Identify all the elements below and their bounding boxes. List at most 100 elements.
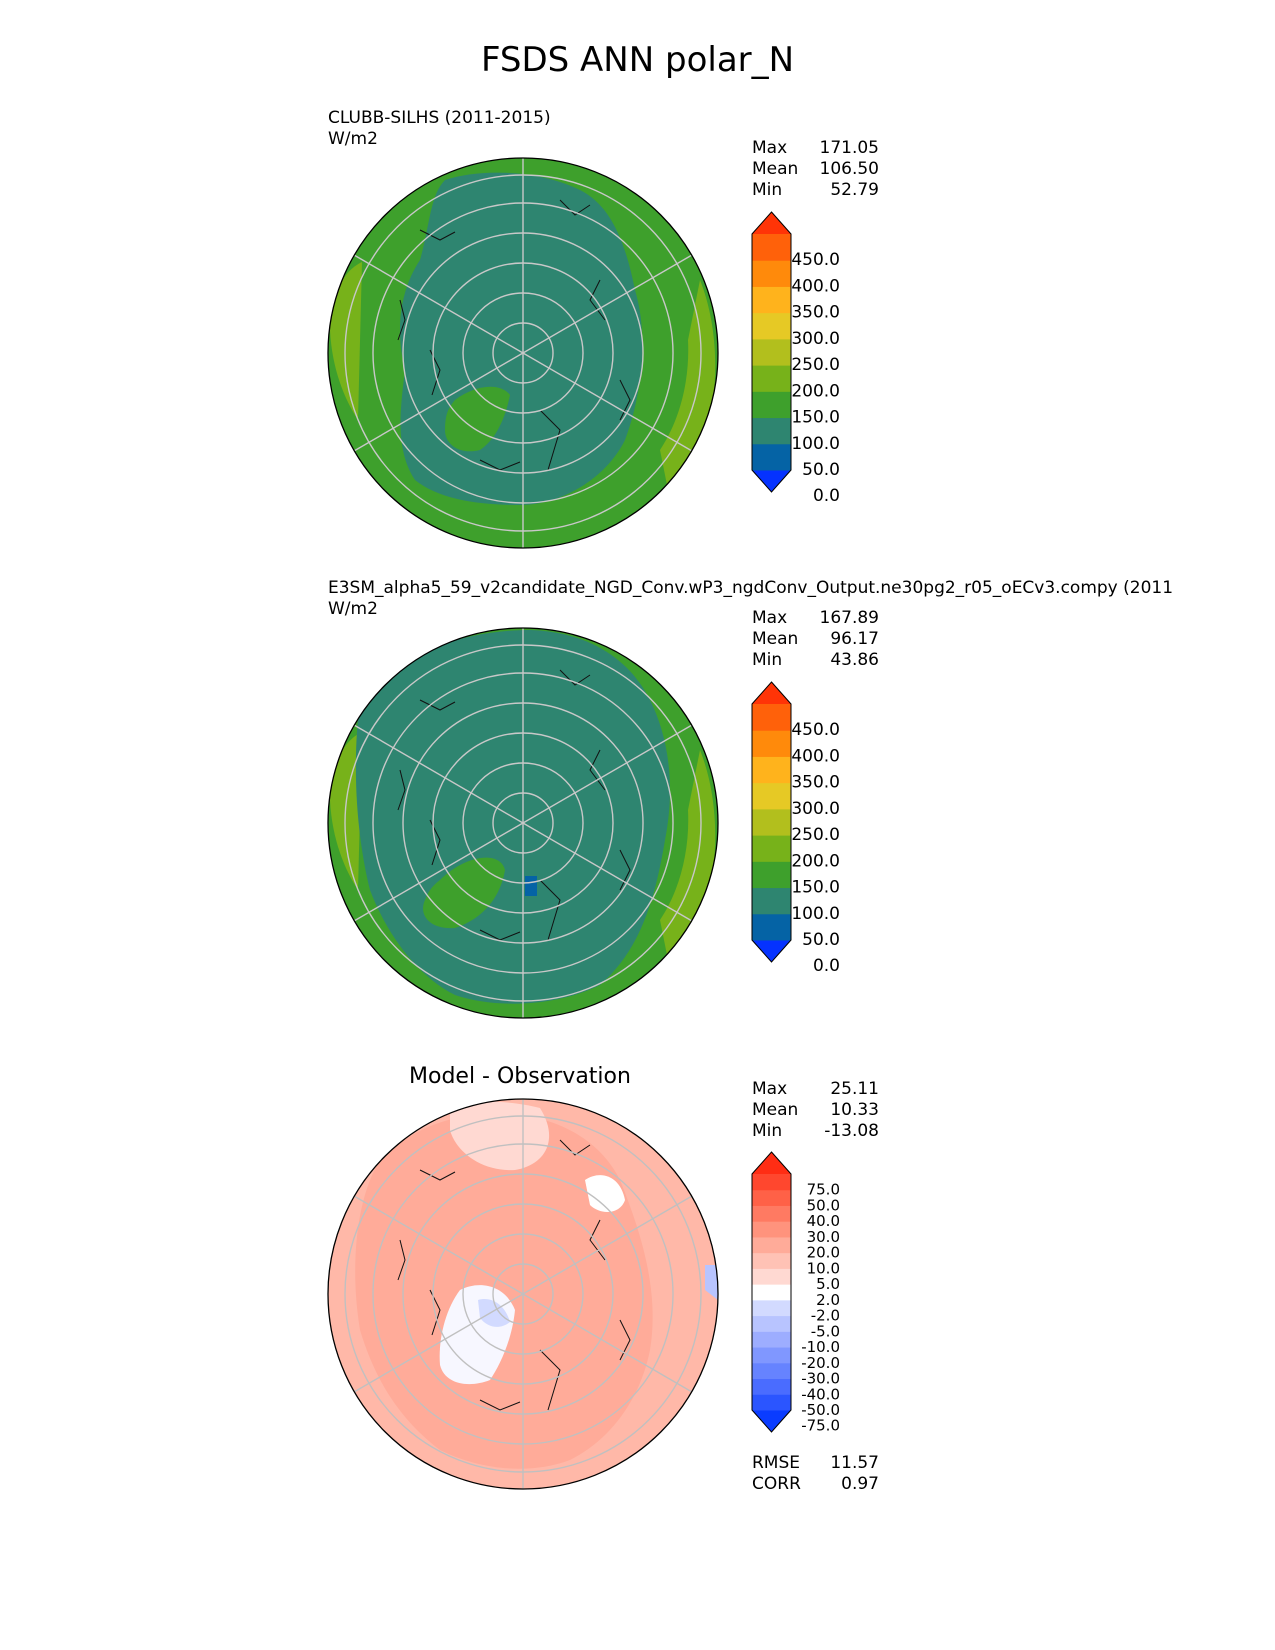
stat-label: Min <box>752 650 783 670</box>
map-3-boundary <box>327 1098 719 1490</box>
colorbar-tick-label: 450.0 <box>791 250 840 270</box>
colorbar-tick-label: 200.0 <box>791 851 840 871</box>
colorbar-tick-label: 2.0 <box>816 1291 840 1309</box>
colorbar-extend-low <box>752 1410 791 1432</box>
colorbar-tick-label: 10.0 <box>807 1259 840 1277</box>
stat-value: 52.79 <box>830 180 879 200</box>
colorbar-tick-label: 50.0 <box>802 460 840 480</box>
map-3-weak-bias-patch-north <box>450 1101 550 1171</box>
colorbars: 450.0 400.0 350.0 300.0 250.0 200.0 150.0 100.0… <box>751 211 840 1435</box>
colorbar-tick-label: 400.0 <box>791 276 840 296</box>
panel-2-units: W/m2 <box>328 599 378 619</box>
colorbar-tick-label: 0.0 <box>813 486 840 506</box>
colorbar-segment <box>752 391 791 419</box>
panel-3-title: Model - Observation <box>409 1064 631 1089</box>
colorbar-tick-label: 250.0 <box>791 825 840 845</box>
colorbar-segment <box>752 756 791 784</box>
panel-3-metrics: RMSE 11.57 CORR 0.97 <box>752 1453 879 1495</box>
stat-value: 25.11 <box>830 1079 879 1099</box>
colorbar-outline <box>751 1151 792 1433</box>
colorbar-segment <box>752 835 791 862</box>
colorbar-tick-label: 450.0 <box>791 720 840 740</box>
metric-value: 11.57 <box>830 1453 879 1473</box>
metric-value: 0.97 <box>841 1474 879 1494</box>
colorbar-tick-label: -30.0 <box>801 1370 840 1388</box>
figure-title: FSDS ANN polar_N <box>480 40 795 80</box>
colorbar-tick-label: 5.0 <box>816 1275 840 1293</box>
colorbar-tick-label: 150.0 <box>791 878 840 898</box>
panel-1-title: CLUBB-SILHS (2011-2015) W/m2 <box>328 108 551 150</box>
map-3-negative-bias-patch <box>478 1299 510 1327</box>
map-1-edge-patch-east <box>660 280 716 490</box>
colorbar-tick-label: 100.0 <box>791 434 840 454</box>
map-1-coastlines <box>397 199 631 471</box>
colorbar-tick-label: 300.0 <box>791 329 840 349</box>
panel-2-title: E3SM_alpha5_59_v2candidate_NGD_Conv.wP3_… <box>328 578 1173 620</box>
stat-value: -13.08 <box>824 1121 879 1141</box>
stat-value: 106.50 <box>819 159 879 179</box>
map-1-low-flux-region <box>400 172 643 505</box>
colorbar-tick-label: 350.0 <box>791 773 840 793</box>
colorbar-segment <box>752 861 791 889</box>
colorbar-tick-label: 75.0 <box>807 1181 840 1199</box>
colorbar-extend-high <box>752 682 791 704</box>
map-2-coastlines <box>397 669 631 941</box>
stat-label: Max <box>752 608 788 628</box>
colorbar-tick-label: 250.0 <box>791 355 840 375</box>
colorbar-tick-label: 50.0 <box>807 1196 840 1214</box>
map-1-graticule <box>344 158 702 548</box>
stat-label: Max <box>752 1079 788 1099</box>
colorbar-extend-high <box>752 1152 791 1174</box>
colorbar-segment <box>752 417 791 445</box>
colorbar-tick-label: -20.0 <box>801 1354 840 1372</box>
panel-3-stats: Max 25.11 Mean 10.33 Min -13.08 <box>752 1079 879 1142</box>
stat-value: 10.33 <box>830 1100 879 1120</box>
colorbar-segment <box>752 1378 791 1395</box>
colorbar-1: 450.0 400.0 350.0 300.0 250.0 200.0 150.0 100.0… <box>751 211 840 506</box>
colorbar-segment <box>752 338 791 366</box>
metric-label: CORR <box>752 1474 801 1494</box>
colorbar-segment <box>752 1189 791 1206</box>
colorbar-tick-label: -2.0 <box>811 1307 840 1325</box>
stat-label: Mean <box>752 159 799 179</box>
colorbar-segment <box>752 1174 791 1191</box>
colorbar-extend-low <box>752 940 791 962</box>
stat-label: Min <box>752 180 783 200</box>
colorbar-extend-low <box>752 470 791 492</box>
colorbar-segment <box>752 1299 791 1317</box>
colorbar-segment <box>752 1315 791 1332</box>
stat-value: 43.86 <box>830 650 879 670</box>
stat-value: 171.05 <box>819 138 879 158</box>
colorbar-tick-label: 200.0 <box>791 381 840 401</box>
colorbar-segment <box>752 1347 791 1364</box>
stat-label: Mean <box>752 629 799 649</box>
colorbar-tick-label: -75.0 <box>801 1417 840 1435</box>
colorbar-segment <box>752 887 791 915</box>
map-2-greenland-region <box>423 857 505 929</box>
map-2-edge-patch-east <box>660 750 716 960</box>
map-2-min-patch <box>525 876 537 896</box>
colorbar-tick-label: 300.0 <box>791 799 840 819</box>
colorbar-segment <box>752 808 791 836</box>
map-3-graticule <box>344 1099 702 1489</box>
colorbar-segment <box>752 1236 791 1254</box>
colorbar-tick-label: 30.0 <box>807 1228 840 1246</box>
colorbar-2: 450.0 400.0 350.0 300.0 250.0 200.0 150.0 100.0… <box>751 681 840 976</box>
colorbar-tick-label: 50.0 <box>802 930 840 950</box>
map-3-positive-bias-region <box>355 1113 653 1469</box>
stat-label: Max <box>752 138 788 158</box>
colorbar-segment <box>752 234 791 261</box>
stat-label: Mean <box>752 1100 799 1120</box>
map-3-neutral-patch <box>585 1175 625 1212</box>
colorbar-segment <box>752 704 791 731</box>
colorbar-tick-label: 400.0 <box>791 746 840 766</box>
stat-value: 96.17 <box>830 629 879 649</box>
panel-1-stats: Max 171.05 Mean 106.50 Min 52.79 <box>752 138 879 201</box>
colorbar-segment <box>752 286 791 314</box>
map-2-graticule <box>344 628 702 1018</box>
colorbar-segment <box>752 1205 791 1222</box>
colorbar-segment <box>752 260 791 287</box>
panel-2-stats: Max 167.89 Mean 96.17 Min 43.86 <box>752 608 879 671</box>
colorbar-segment <box>752 730 791 757</box>
colorbar-tick-label: 150.0 <box>791 408 840 428</box>
